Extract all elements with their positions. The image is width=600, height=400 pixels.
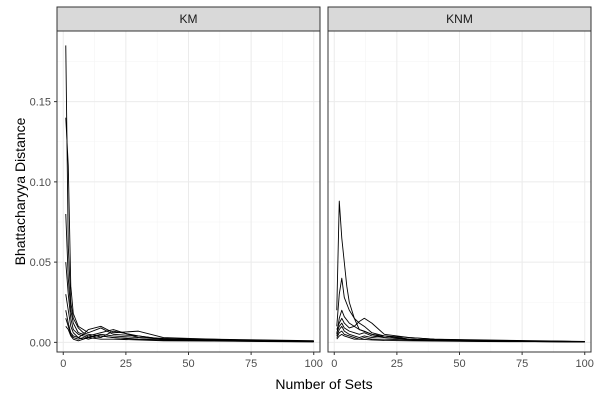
facet-strip: [327, 6, 592, 32]
y-axis: 0.00 0.05 0.10 0.15: [30, 97, 57, 349]
y-tick-label: 0.05: [30, 257, 51, 269]
series-line-4: [336, 317, 585, 343]
series-line-4: [65, 262, 314, 342]
panel-km: KM 0 25 50 75 100: [56, 6, 323, 370]
x-tick-label: 0: [60, 358, 66, 370]
series-line-3: [65, 213, 314, 342]
x-axis: 0 25 50 75 100: [60, 352, 323, 370]
y-axis-title: Bhattacharyya Distance: [12, 117, 28, 265]
x-tick-label: 100: [576, 358, 594, 370]
y-tick-label: 0.00: [30, 337, 51, 349]
series-line-2: [65, 117, 314, 342]
series-line-5: [336, 322, 585, 343]
x-tick-label: 75: [516, 358, 528, 370]
facet-strip: [56, 6, 321, 32]
series-line-6: [65, 310, 314, 343]
series-line-1: [65, 45, 314, 342]
facet-strip-label: KM: [180, 12, 198, 26]
x-axis: 0 25 50 75 100: [331, 352, 594, 370]
series-line-8: [336, 333, 585, 343]
x-tick-label: 25: [120, 358, 132, 370]
series-group: [336, 200, 585, 343]
x-tick-label: 25: [391, 358, 403, 370]
grid: [328, 31, 591, 352]
x-tick-label: 50: [453, 358, 465, 370]
y-tick-label: 0.15: [30, 97, 51, 109]
grid: [57, 31, 320, 352]
x-tick-label: 75: [245, 358, 257, 370]
y-tick-label: 0.10: [30, 177, 51, 189]
panels-layer: KM 0 25 50 75 100 KNM 0 25 50 75 100: [56, 6, 594, 370]
x-tick-label: 100: [305, 358, 323, 370]
x-tick-label: 0: [331, 358, 337, 370]
facet-strip-label: KNM: [446, 12, 473, 26]
panel-knm: KNM 0 25 50 75 100: [327, 6, 594, 370]
series-line-5: [65, 294, 314, 342]
x-axis-title: Number of Sets: [275, 376, 372, 392]
x-tick-label: 50: [182, 358, 194, 370]
series-line-2: [336, 277, 585, 342]
series-group: [65, 45, 314, 343]
series-line-8: [65, 326, 314, 343]
